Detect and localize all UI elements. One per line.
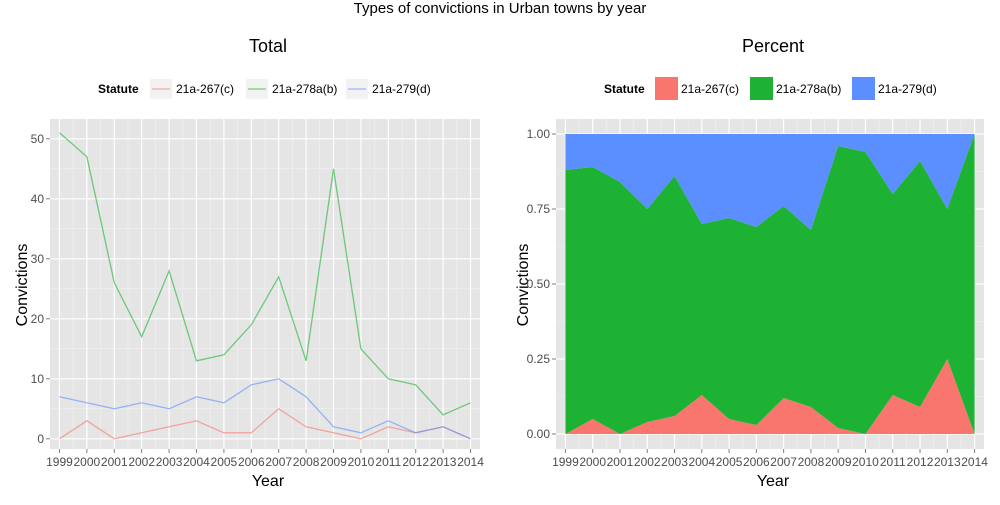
percent-x-tick-label: 2010 [852,455,879,469]
percent-legend: Statute 21a-267(c) 21a-278a(b) 21a-279(d… [604,77,937,100]
percent-x-tick-label: 2004 [688,455,715,469]
total-x-tick-label: 2004 [183,455,210,469]
percent-x-tick-label: 2012 [907,455,934,469]
percent-legend-title: Statute [604,82,645,96]
percent-plot: 0.00 0.25 0.50 0.75 1.00 1999 2000 2001 2002 2003… [527,119,988,469]
percent-y-tick-label: 0.50 [527,277,551,291]
percent-legend-key-278 [750,77,773,100]
percent-area-279 [565,134,975,230]
total-x-tick-label: 2001 [101,455,128,469]
percent-x-axis-label: Year [757,473,790,490]
total-x-tick-label: 2009 [320,455,347,469]
total-legend-title: Statute [98,82,139,96]
percent-legend-label-267: 21a-267(c) [681,82,739,96]
total-legend-label-278: 21a-278a(b) [272,82,337,96]
total-x-tick-label: 2003 [156,455,183,469]
percent-y-tick-label: 1.00 [527,127,551,141]
percent-x-tick-label: 2013 [934,455,961,469]
total-x-tick-label: 2007 [265,455,292,469]
total-legend-label-267: 21a-267(c) [176,82,234,96]
percent-legend-label-278: 21a-278a(b) [776,82,841,96]
total-x-tick-label: 2013 [430,455,457,469]
percent-x-tick-label: 1999 [552,455,579,469]
percent-x-tick-label: 2000 [579,455,606,469]
percent-x-tick-label: 2011 [880,455,906,469]
total-x-tick-label: 2002 [128,455,155,469]
percent-x-tick-label: 2002 [634,455,661,469]
percent-x-tick-label: 2009 [825,455,852,469]
total-x-tick-label: 2012 [402,455,429,469]
figure-title: Types of convictions in Urban towns by y… [354,0,647,17]
total-x-tick-label: 2000 [74,455,101,469]
total-line-279 [59,378,471,440]
total-y-tick-label: 50 [31,132,45,146]
total-y-tick-label: 40 [31,192,45,206]
percent-panel-title: Percent [742,36,804,56]
total-y-tick-label: 0 [37,432,44,446]
percent-x-tick-label: 2001 [607,455,634,469]
total-x-tick-label: 1999 [46,455,73,469]
total-legend: Statute 21a-267(c) 21a-278a(b) 21a-279(d… [98,79,431,99]
total-x-tick-label: 2010 [348,455,375,469]
percent-x-tick-label: 2006 [743,455,770,469]
total-line-267 [59,407,471,440]
total-x-tick-label: 2006 [238,455,265,469]
total-y-tick-label: 10 [31,372,45,386]
percent-x-tick-label: 2007 [770,455,797,469]
percent-x-tick-label: 2014 [961,455,988,469]
total-x-axis-label: Year [252,473,285,490]
percent-x-tick-label: 2003 [661,455,688,469]
percent-x-tick-label: 2005 [716,455,743,469]
percent-y-tick-label: 0.75 [527,202,551,216]
total-panel: Total Statute 21a-267(c) 21a-278a(b) 21a… [14,36,484,490]
total-y-tick-label: 20 [31,312,45,326]
percent-legend-key-279 [852,77,875,100]
percent-area-267 [565,359,975,434]
percent-y-tick-label: 0.00 [527,427,551,441]
percent-legend-key-267 [655,77,678,100]
percent-panel: Percent Statute 21a-267(c) 21a-278a(b) 2… [515,36,988,490]
total-line-278 [59,132,471,416]
percent-x-tick-label: 2008 [798,455,825,469]
total-legend-label-279: 21a-279(d) [372,82,431,96]
total-y-axis-label: Convictions [14,244,31,327]
total-x-tick-label: 2011 [375,455,401,469]
total-x-tick-label: 2008 [293,455,320,469]
percent-y-axis-label: Convictions [515,244,532,327]
percent-legend-label-279: 21a-279(d) [878,82,937,96]
total-y-tick-label: 30 [31,252,45,266]
total-panel-title: Total [249,36,287,56]
total-x-tick-label: 2014 [457,455,484,469]
percent-area-278 [565,134,975,434]
total-x-tick-label: 2005 [211,455,238,469]
percent-y-tick-label: 0.25 [527,352,551,366]
